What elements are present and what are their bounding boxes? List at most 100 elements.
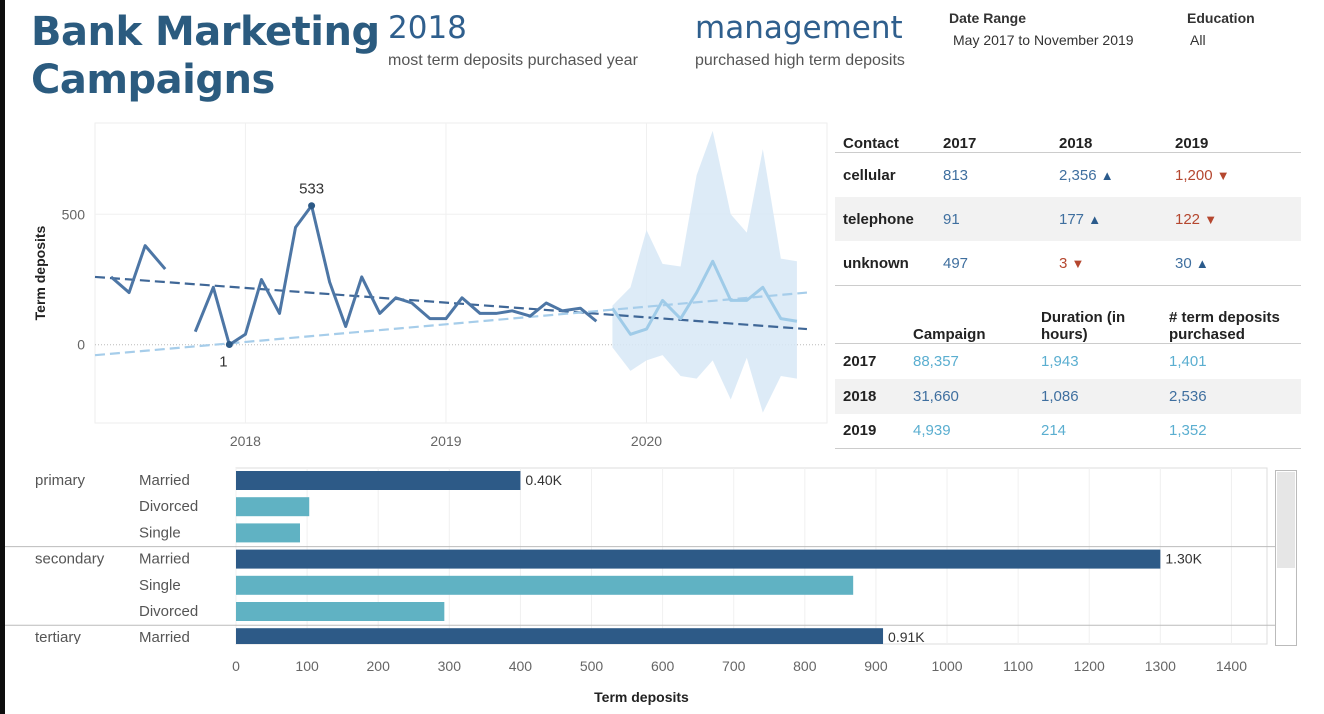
date-range-filter[interactable]: May 2017 to November 2019 — [953, 32, 1134, 48]
bar — [236, 628, 884, 644]
x-tick-label: 300 — [438, 658, 462, 674]
cell-value: 3 — [1059, 254, 1068, 272]
bar-chart-scrollbar[interactable] — [1275, 470, 1297, 646]
scrollbar-thumb[interactable] — [1277, 472, 1295, 568]
row-label: unknown — [835, 241, 935, 286]
down-arrow-icon: ▼ — [1204, 211, 1218, 227]
forecast-band — [612, 130, 797, 413]
col-campaign: Campaign — [905, 303, 1033, 344]
y-tick-label: 0 — [77, 337, 85, 353]
cell-value: 1,200 — [1175, 166, 1213, 184]
cell: 214 — [1033, 413, 1161, 449]
cell: 122 ▼ — [1167, 197, 1301, 241]
col-contact: Contact — [835, 122, 935, 153]
bar — [236, 497, 310, 517]
up-arrow-icon: ▲ — [1195, 255, 1209, 271]
dashboard-canvas: Bank Marketing Campaigns 2018 most term … — [5, 0, 1324, 714]
x-tick-label: 900 — [864, 658, 888, 674]
cell: 30 ▲ — [1167, 241, 1301, 286]
col-deposits: # term deposits purchased — [1161, 303, 1301, 344]
x-tick-label: 1200 — [1074, 658, 1105, 674]
cell: 31,660 — [913, 387, 959, 405]
education-label: primary — [35, 472, 86, 489]
bar — [236, 549, 1161, 569]
marital-label: Divorced — [139, 498, 198, 515]
bar-value-label: 1.30K — [1165, 551, 1202, 567]
col-2019: 2019 — [1167, 122, 1301, 153]
table-row: unknown 497 3 ▼ 30 ▲ — [835, 241, 1301, 286]
y-axis-title: Term deposits — [32, 225, 48, 320]
x-tick-label: 1400 — [1216, 658, 1247, 674]
annotation-point — [308, 202, 316, 210]
up-arrow-icon: ▲ — [1088, 211, 1102, 227]
cell: 1,943 — [1041, 352, 1079, 370]
x-tick-label: 2020 — [631, 433, 662, 449]
cell-value: 30 — [1175, 254, 1192, 272]
bar-rows: primary Married 0.40K Divorced Single seconda… — [5, 471, 1275, 646]
down-arrow-icon: ▼ — [1216, 167, 1230, 183]
cell-value: 177 — [1059, 210, 1085, 228]
education-label: Education — [1187, 10, 1255, 26]
down-arrow-icon: ▼ — [1071, 255, 1085, 271]
x-tick-label: 600 — [651, 658, 675, 674]
marital-label: Married — [139, 551, 190, 568]
trend-line-actual — [94, 275, 808, 331]
x-tick-label: 100 — [295, 658, 319, 674]
col-duration: Duration (in hours) — [1033, 303, 1161, 344]
x-tick-label: 2019 — [430, 433, 461, 449]
bar — [236, 523, 300, 543]
row-label: 2019 — [835, 413, 905, 449]
annotation-point — [225, 340, 233, 348]
col-2017: 2017 — [935, 122, 1051, 153]
cell: 813 — [943, 166, 969, 184]
x-tick-label: 1100 — [1003, 658, 1033, 674]
education-label: secondary — [35, 551, 105, 568]
education-filter[interactable]: All — [1190, 32, 1206, 48]
kpi-year-caption: most term deposits purchased year — [388, 52, 638, 69]
row-label: 2018 — [843, 387, 877, 405]
plot-area — [94, 122, 828, 424]
marital-label: Single — [139, 577, 181, 594]
page-title: Bank Marketing Campaigns — [31, 8, 380, 104]
x-tick-label: 1300 — [1145, 658, 1176, 674]
summary-table: Campaign Duration (in hours) # term depo… — [835, 303, 1301, 449]
bar — [236, 602, 445, 621]
contact-table-header: Contact 2017 2018 2019 — [835, 122, 1301, 153]
cell: 91 — [943, 210, 960, 228]
annotation-label: 533 — [299, 181, 324, 198]
cell-value: 122 — [1175, 210, 1201, 228]
kpi-year-value: 2018 — [388, 10, 467, 46]
x-tick-label: 800 — [793, 658, 817, 674]
cell: 4,939 — [905, 413, 1033, 449]
bar — [236, 575, 854, 595]
series-line-actual — [110, 244, 167, 295]
x-tick-label: 500 — [580, 658, 604, 674]
date-range-label: Date Range — [949, 10, 1027, 26]
cell: 2,356 ▲ — [1051, 153, 1167, 198]
cell: 1,401 — [1169, 352, 1207, 370]
x-axis-title: Term deposits — [594, 689, 689, 705]
row-label: cellular — [843, 166, 896, 184]
y-tick-label: 500 — [62, 206, 86, 222]
kpi-job-value: management — [695, 10, 903, 46]
up-arrow-icon: ▲ — [1100, 167, 1114, 183]
marital-label: Married — [139, 629, 190, 646]
bar-value-label: 0.91K — [888, 629, 925, 645]
cell: 2,536 — [1169, 387, 1207, 405]
education-label: tertiary — [35, 629, 81, 646]
col-year — [835, 303, 905, 344]
x-tick-label: 200 — [367, 658, 391, 674]
summary-table-header: Campaign Duration (in hours) # term depo… — [835, 303, 1301, 344]
table-row: 2018 31,660 1,086 2,536 — [835, 378, 1301, 414]
cell: 1,352 — [1161, 413, 1301, 449]
cell: 1,200 ▼ — [1167, 153, 1301, 198]
table-row: 2017 88,357 1,943 1,401 — [835, 344, 1301, 379]
cell: 88,357 — [913, 352, 959, 370]
annotation-label: 1 — [219, 353, 227, 370]
cell: 3 ▼ — [1051, 241, 1167, 286]
table-row: 2019 4,939 214 1,352 — [835, 413, 1301, 449]
x-tick-label: 400 — [509, 658, 533, 674]
marital-label: Divorced — [139, 603, 198, 620]
line-chart: 533 1 2018 2019 2020 500 0 Term deposits — [32, 122, 828, 449]
cell-value: 2,356 — [1059, 166, 1097, 184]
